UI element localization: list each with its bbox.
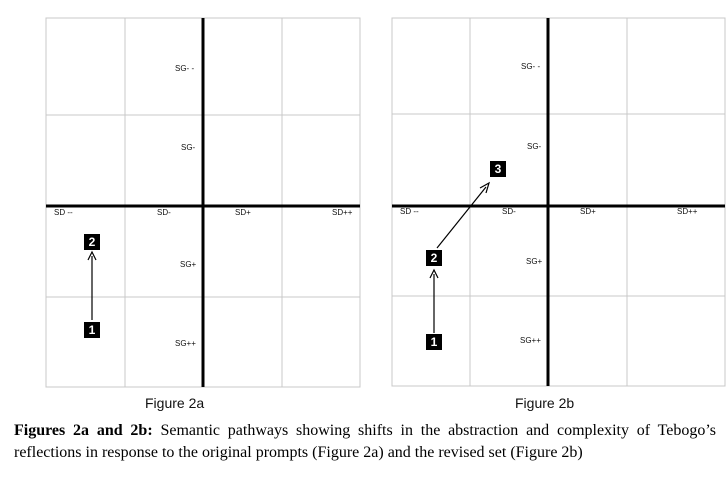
label-sg-minus: SG- xyxy=(527,142,542,151)
label-sd-plus-plus: SD++ xyxy=(677,207,698,216)
label-sd-minus-minus: SD -- xyxy=(400,207,419,216)
caption-text: Semantic pathways showing shifts in the … xyxy=(14,422,717,461)
label-sg-plus-plus: SG++ xyxy=(520,336,541,345)
label-sd-plus: SD+ xyxy=(235,208,251,217)
arrowhead xyxy=(479,181,490,194)
label-sg-plus-plus: SG++ xyxy=(175,339,196,348)
figure-caption: Figures 2a and 2b: Semantic pathways sho… xyxy=(14,420,716,464)
label-sd-minus: SD- xyxy=(157,208,171,217)
arrow-2-to-3 xyxy=(436,186,487,249)
label-sd-minus: SD- xyxy=(502,207,516,216)
label-sg-plus: SG+ xyxy=(180,260,197,269)
step-badge-2: 2 xyxy=(426,250,442,266)
arrowhead xyxy=(429,268,439,279)
step-badge-3: 3 xyxy=(490,161,506,177)
step-badge-1: 1 xyxy=(84,322,100,338)
figure-2a: SG- - SG- SG+ SG++ SD -- SD- SD+ SD++ 1 … xyxy=(0,0,364,415)
figure-2a-title: Figure 2a xyxy=(145,395,205,411)
figure-2b-title: Figure 2b xyxy=(515,395,575,411)
step-badge-1: 1 xyxy=(426,334,442,350)
figure-2b: SG- - SG- SG+ SG++ SD -- SD- SD+ SD++ 1 … xyxy=(364,0,728,415)
arrowhead xyxy=(87,250,97,261)
label-sg-plus: SG+ xyxy=(526,257,543,266)
caption-heading: Figures 2a and 2b: xyxy=(14,422,153,439)
label-sd-plus-plus: SD++ xyxy=(332,208,353,217)
label-sg-minus: SG- xyxy=(181,143,196,152)
label-sd-plus: SD+ xyxy=(580,207,596,216)
label-sg-minus-minus: SG- - xyxy=(175,64,195,73)
figure-2a-grid xyxy=(45,17,361,388)
label-sd-minus-minus: SD -- xyxy=(54,208,73,217)
figure-2b-grid xyxy=(391,17,726,387)
label-sg-minus-minus: SG- - xyxy=(521,62,541,71)
step-badge-2: 2 xyxy=(84,234,100,250)
